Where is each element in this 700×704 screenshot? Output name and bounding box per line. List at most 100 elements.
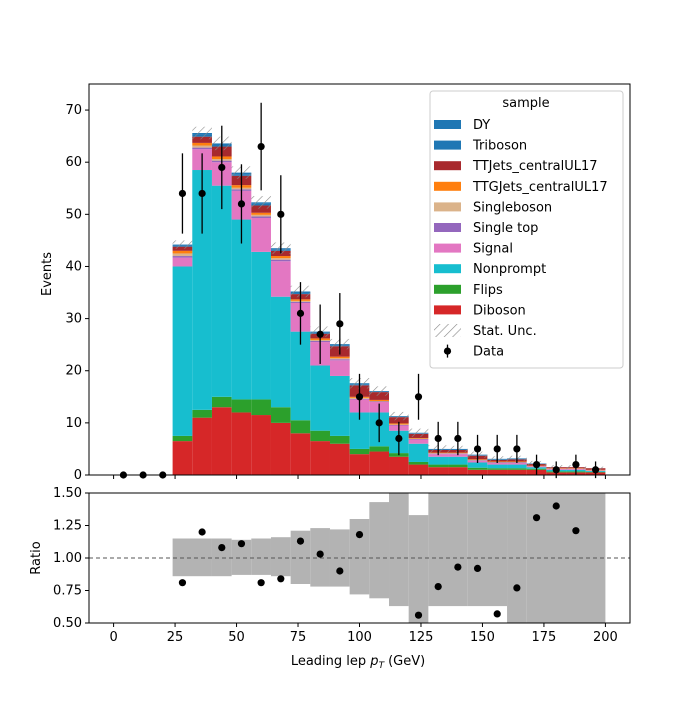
bar-segment-ttgjets-centralul17 xyxy=(408,437,429,439)
bar-segment-signal xyxy=(448,454,468,457)
data-point xyxy=(473,445,482,453)
bar-segment-signal xyxy=(428,454,449,457)
ratio-x-tick-label: 200 xyxy=(593,630,618,645)
bar-segment-flips xyxy=(507,468,527,470)
ratio-point xyxy=(552,502,560,510)
main-y-axis-label: Events xyxy=(40,252,55,296)
data-point xyxy=(336,320,344,328)
legend-swatch xyxy=(434,284,461,294)
ratio-unc-bin xyxy=(251,538,271,575)
legend-swatch xyxy=(434,161,461,171)
ratio-x-tick-label: 75 xyxy=(290,630,307,645)
ratio-unc-bin xyxy=(349,519,370,595)
legend-swatch xyxy=(434,264,461,274)
bar-segment-singleboson xyxy=(192,145,212,148)
bar-segment-single-top xyxy=(408,439,429,440)
stat-unc-bin xyxy=(369,386,390,396)
ratio-unc-bin xyxy=(369,502,390,599)
bar-segment-ttjets-centralul17 xyxy=(192,136,212,143)
bar-segment-diboson xyxy=(310,441,330,475)
bar-segment-signal xyxy=(172,257,193,267)
data-point xyxy=(434,434,442,443)
legend-label: Diboson xyxy=(473,303,526,318)
bar-segment-signal xyxy=(487,463,508,465)
bar-segment-flips xyxy=(172,435,193,442)
data-point xyxy=(493,445,501,453)
bar-segment-singleboson xyxy=(369,400,390,402)
bar-segment-flips xyxy=(192,409,212,418)
stat-unc-bin xyxy=(172,240,193,249)
bar-segment-nonprompt xyxy=(329,375,350,436)
bar-segment-flips xyxy=(369,446,390,452)
ratio-point xyxy=(355,531,364,539)
ratio-point xyxy=(532,514,541,522)
bar-segment-signal xyxy=(507,463,527,465)
bar-segment-nonprompt xyxy=(408,443,429,462)
legend-swatch-stat-unc xyxy=(434,324,461,337)
x-axis-label-text: Leading lep xyxy=(291,654,366,669)
bar-segment-flips xyxy=(310,430,330,442)
bar-segment-diboson xyxy=(408,464,429,475)
bar-segment-flips xyxy=(408,461,429,465)
data-point xyxy=(198,189,206,198)
legend-data-marker xyxy=(443,347,452,355)
bar-segment-diboson xyxy=(290,433,311,475)
bar-segment-diboson xyxy=(507,469,527,475)
bar-segment-nonprompt xyxy=(448,456,468,465)
y-tick-label: 0 xyxy=(74,468,82,483)
bar-segment-nonprompt xyxy=(270,296,291,408)
bar-segment-diboson xyxy=(349,454,370,475)
bar-segment-nonprompt xyxy=(192,170,212,410)
ratio-point xyxy=(237,540,246,548)
ratio-unc-bin xyxy=(329,529,350,587)
bar-segment-nonprompt xyxy=(428,456,449,465)
bar-segment-nonprompt xyxy=(467,462,488,468)
ratio-point xyxy=(257,579,265,587)
ratio-point xyxy=(178,579,187,587)
ratio-unc-bin xyxy=(270,537,291,577)
legend-swatch xyxy=(434,305,461,315)
ratio-points xyxy=(178,502,580,619)
bar-segment-nonprompt xyxy=(507,464,527,469)
ratio-point xyxy=(316,550,324,558)
main-y-axis: 0 10 20 30 40 50 60 70 xyxy=(65,103,89,483)
ratio-point xyxy=(572,527,580,535)
bar-segment-ttgjets-centralul17 xyxy=(251,212,271,215)
ratio-y-tick-label: 0.75 xyxy=(53,584,82,599)
ratio-unc-bin xyxy=(211,538,232,577)
bar-segment-signal xyxy=(408,439,429,444)
ratio-x-tick-label: 50 xyxy=(228,630,245,645)
data-point xyxy=(355,393,364,401)
bar-segment-nonprompt xyxy=(310,365,330,431)
legend-label: Triboson xyxy=(472,139,527,154)
ratio-unc-bin xyxy=(389,493,409,607)
bar-segment-signal xyxy=(270,261,291,297)
legend-items: DY Triboson TTJets_centralUL17 TTGJets_cent… xyxy=(434,118,608,360)
bar-segment-ttgjets-centralul17 xyxy=(192,142,212,146)
bar-segment-flips xyxy=(231,399,252,413)
y-tick-label: 20 xyxy=(65,364,82,379)
bar-segment-ttjets-centralul17 xyxy=(369,392,390,400)
ratio-point xyxy=(513,584,521,592)
data-point xyxy=(414,393,423,401)
bar-segment-flips xyxy=(329,435,350,444)
data-point xyxy=(218,163,226,172)
stat-unc-bin xyxy=(192,126,212,140)
bar-segment-diboson xyxy=(467,469,488,475)
stat-unc-bin xyxy=(389,411,409,421)
ratio-point xyxy=(336,567,344,575)
bar-segment-flips xyxy=(270,407,291,423)
ratio-point xyxy=(296,537,305,545)
bar-segment-flips xyxy=(251,399,271,416)
bar-segment-singleboson xyxy=(408,438,429,440)
bar-segment-single-top xyxy=(369,401,390,403)
bar-segment-ttgjets-centralul17 xyxy=(270,256,291,259)
data-point xyxy=(316,330,324,338)
data-point xyxy=(572,460,580,469)
bar-segment-ttgjets-centralul17 xyxy=(369,399,390,401)
ratio-point xyxy=(493,610,501,618)
bar-segment-flips xyxy=(487,468,508,470)
legend-label: Singleboson xyxy=(473,200,552,215)
